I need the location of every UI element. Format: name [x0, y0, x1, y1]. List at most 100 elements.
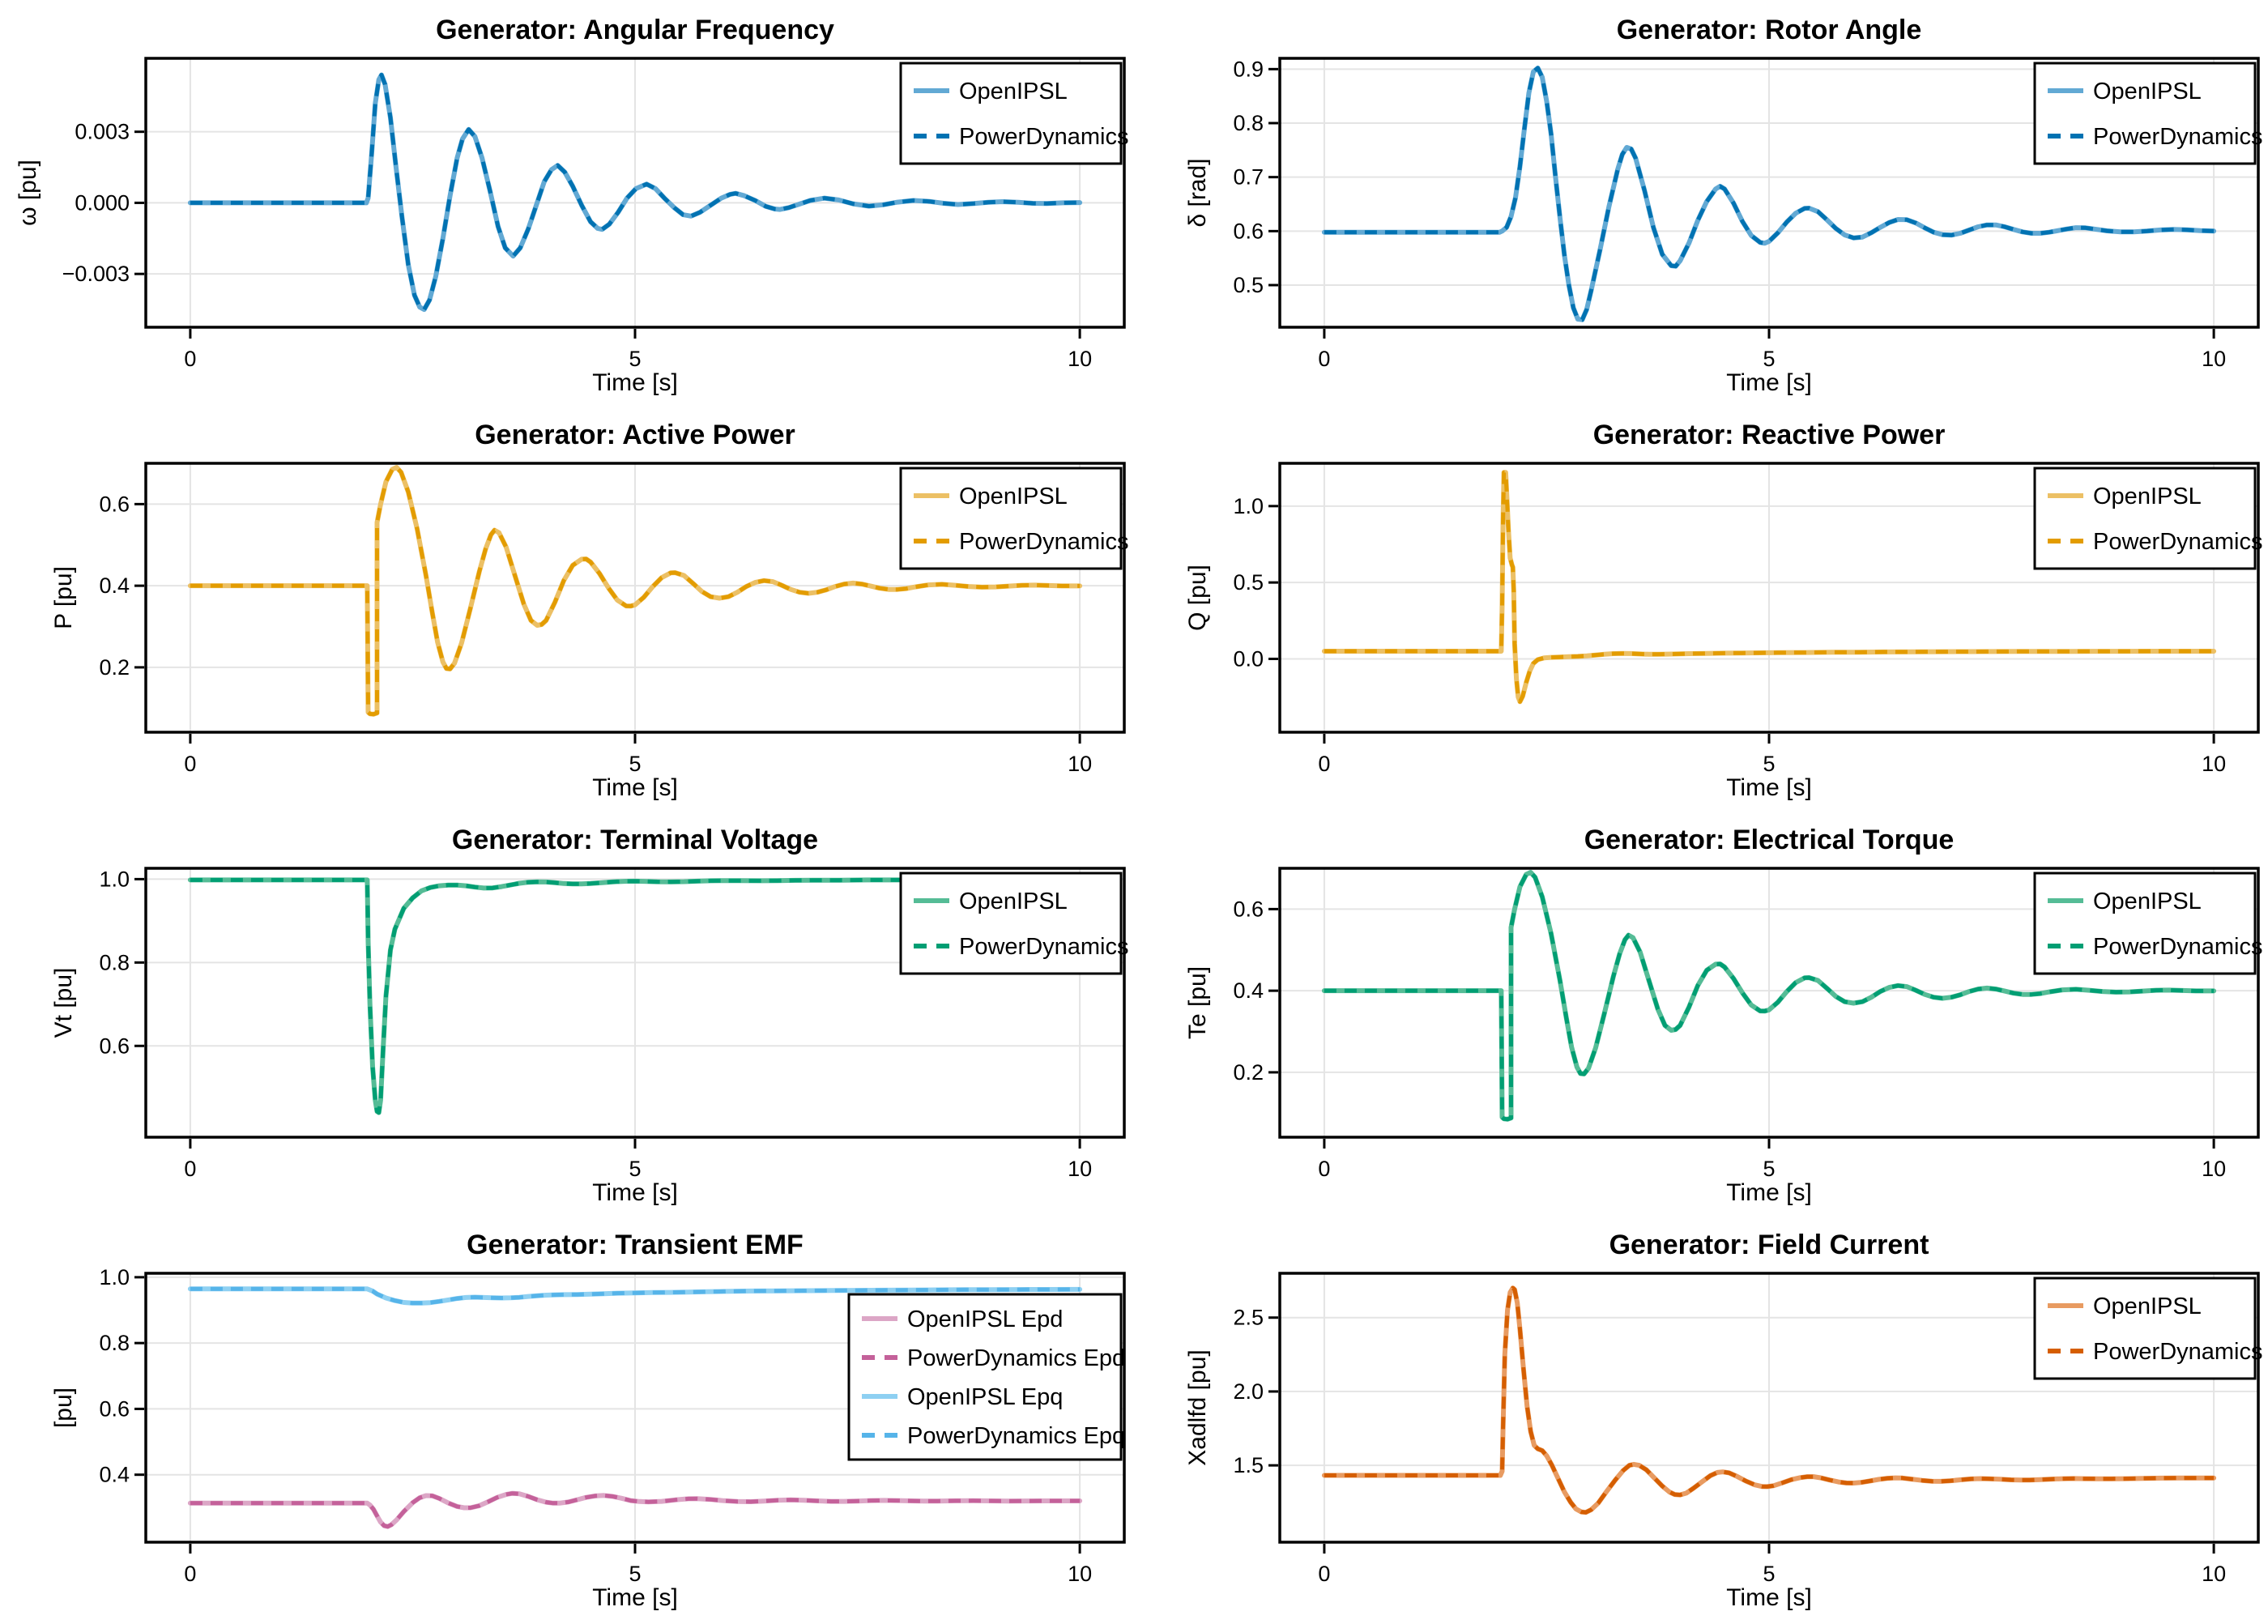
series-group [1321, 470, 2217, 705]
chart-title: Generator: Rotor Angle [1617, 15, 1922, 45]
plot-frame [144, 57, 1126, 329]
chart-title: Generator: Reactive Power [1593, 420, 1946, 450]
series-line-powerdynamics-epq [190, 1286, 1081, 1306]
x-axis-label: Time [s] [592, 369, 678, 396]
legend: OpenIPSL PowerDynamics [2033, 872, 2263, 975]
legend-label-openipsl: OpenIPSL [2093, 889, 2202, 914]
legend-label-powerdynamics: PowerDynamics [959, 124, 1129, 150]
chart-title: Generator: Terminal Voltage [452, 825, 818, 855]
x-tick-label: 5 [1763, 752, 1775, 776]
chart-panel-generator-electrical-torque: 0 5 10 0.2 0.4 0.6 Generator: Electrical Torqu… [1134, 810, 2268, 1215]
legend: OpenIPSL PowerDynamics [899, 467, 1129, 570]
x-tick-label: 10 [1068, 1562, 1092, 1586]
y-tick-label: 1.5 [1233, 1453, 1264, 1477]
series-group [187, 465, 1083, 717]
series-group [1321, 1285, 2217, 1515]
series-line-powerdynamics [1324, 66, 2215, 322]
series-group [1321, 66, 2217, 322]
legend-label-powerdynamics: PowerDynamics [2093, 934, 2263, 960]
series-group [187, 72, 1083, 313]
chart-canvas-7: 0 5 10 1.5 2.0 2.5 Generator: Field Current Tim… [1134, 1215, 2268, 1620]
y-tick-label: 1.0 [99, 867, 130, 891]
x-tick-label: 0 [1318, 1157, 1330, 1181]
chart-panel-generator-field-current: 0 5 10 1.5 2.0 2.5 Generator: Field Current Tim… [1134, 1215, 2268, 1620]
tick-marks [134, 1276, 1081, 1554]
tick-marks [134, 877, 1081, 1149]
x-axis-label: Time [s] [1726, 774, 1812, 801]
chart-canvas-3: 0 5 10 0.0 0.5 1.0 Generator: Reactive Power Ti… [1134, 405, 2268, 810]
y-tick-label: 0.4 [99, 573, 130, 598]
tick-marks [134, 130, 1081, 339]
plot-background [1134, 0, 2268, 405]
chart-panel-generator-active-power: 0 5 10 0.2 0.4 0.6 Generator: Active Power Time… [0, 405, 1134, 810]
x-tick-label: 0 [184, 347, 196, 371]
legend: OpenIPSL PowerDynamics [2033, 467, 2263, 570]
x-axis-label: Time [s] [1726, 1584, 1812, 1611]
legend-label-openipsl: OpenIPSL [2093, 1294, 2202, 1319]
legend-box [899, 467, 1123, 570]
series-line-powerdynamics-epd [190, 1491, 1081, 1529]
legend-label-openipsl: OpenIPSL [959, 889, 1068, 914]
tick-marks [1268, 67, 2215, 339]
legend-box [2033, 467, 2257, 570]
x-tick-label: 0 [184, 1562, 196, 1586]
plot-frame [144, 867, 1126, 1139]
y-tick-label: 0.8 [99, 1331, 130, 1355]
y-tick-label: 2.0 [1233, 1379, 1264, 1404]
legend: OpenIPSL Epd PowerDynamics Epd OpenIPSL Ep… [847, 1293, 1125, 1461]
y-tick-label: 0.2 [1233, 1060, 1264, 1085]
series-group [187, 1286, 1083, 1529]
y-axis-label: P [pu] [50, 566, 77, 629]
y-axis-label: Xadlfd [pu] [1184, 1349, 1211, 1465]
y-tick-label: 0.5 [1233, 570, 1264, 595]
x-tick-label: 5 [629, 1562, 641, 1586]
legend-label-powerdynamics: PowerDynamics [959, 934, 1129, 960]
y-tick-label: 0.003 [75, 120, 130, 144]
y-tick-label: 0.6 [99, 1396, 130, 1421]
series-group [1321, 870, 2217, 1122]
plot-background [0, 810, 1134, 1215]
plot-background [1134, 1215, 2268, 1620]
x-axis-label: Time [s] [592, 1179, 678, 1206]
chart-canvas-0: 0 5 10 −0.003 0.000 0.003 Generator: Angular F… [0, 0, 1134, 405]
chart-canvas-4: 0 5 10 0.6 0.8 1.0 Generator: Terminal Voltage… [0, 810, 1134, 1215]
y-tick-label: 0.7 [1233, 165, 1264, 190]
y-tick-label: 0.8 [99, 950, 130, 974]
y-tick-label: 0.5 [1233, 273, 1264, 297]
legend-label-openipsl-epq: OpenIPSL Epq [907, 1384, 1063, 1410]
y-tick-label: 0.0 [1233, 646, 1264, 671]
series-line-powerdynamics [190, 73, 1081, 312]
plot-background [0, 405, 1134, 810]
plot-frame [1278, 57, 2260, 329]
legend: OpenIPSL PowerDynamics [2033, 62, 2263, 165]
chart-title: Generator: Angular Frequency [436, 15, 834, 45]
chart-panel-generator-reactive-power: 0 5 10 0.0 0.5 1.0 Generator: Reactive Power Ti… [1134, 405, 2268, 810]
y-tick-label: 1.0 [99, 1265, 130, 1289]
x-tick-label: 0 [1318, 1562, 1330, 1586]
legend-box [2033, 872, 2257, 975]
series-line-powerdynamics [1324, 470, 2215, 704]
x-tick-label: 10 [1068, 752, 1092, 776]
chart-title: Generator: Electrical Torque [1584, 825, 1955, 855]
x-tick-label: 5 [629, 1157, 641, 1181]
legend: OpenIPSL PowerDynamics [2033, 1277, 2263, 1380]
y-tick-label: 0.6 [99, 492, 130, 516]
series-line-powerdynamics [190, 877, 1081, 1115]
legend: OpenIPSL PowerDynamics [899, 62, 1129, 165]
y-axis-label: [pu] [50, 1387, 77, 1428]
legend-box [2033, 62, 2257, 165]
chart-panel-generator-angular-frequency: 0 5 10 −0.003 0.000 0.003 Generator: Angular F… [0, 0, 1134, 405]
plot-frame [1278, 462, 2260, 734]
y-tick-label: 0.9 [1233, 57, 1264, 81]
plot-background [1134, 405, 2268, 810]
tick-marks [134, 502, 1081, 744]
chart-canvas-6: 0 5 10 0.4 0.6 0.8 1.0 Generator: Transient EMF… [0, 1215, 1134, 1620]
tick-marks [1268, 505, 2215, 744]
y-axis-label: Te [pu] [1184, 966, 1211, 1039]
x-axis-label: Time [s] [592, 774, 678, 801]
chart-canvas-5: 0 5 10 0.2 0.4 0.6 Generator: Electrical Torqu… [1134, 810, 2268, 1215]
y-tick-label: 0.4 [1233, 978, 1264, 1003]
plot-background [1134, 810, 2268, 1215]
y-tick-label: −0.003 [62, 262, 130, 286]
plot-frame [1278, 867, 2260, 1139]
